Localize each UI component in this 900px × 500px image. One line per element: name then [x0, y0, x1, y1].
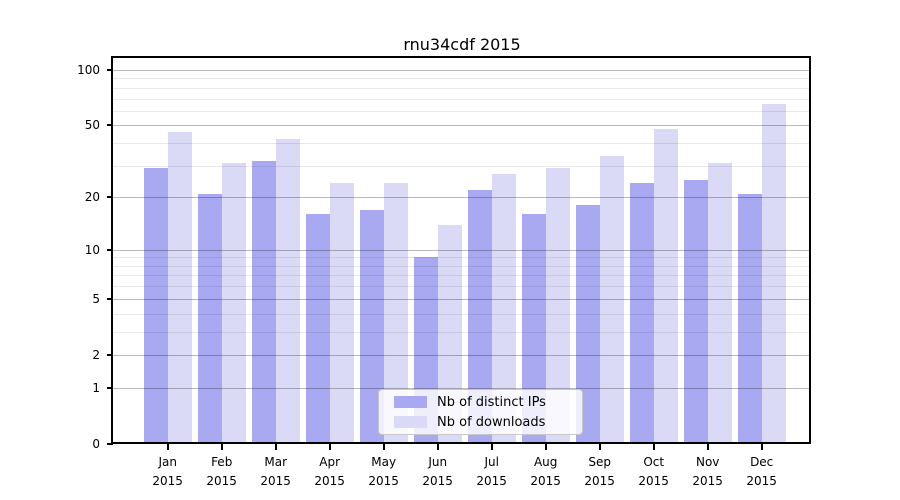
x-tick [760, 444, 763, 450]
y-tick [107, 248, 113, 251]
minor-gridline [113, 165, 811, 167]
y-tick [107, 297, 113, 300]
x-tick [706, 444, 709, 450]
x-tick-label: Nov 2015 [692, 455, 723, 488]
y-tick-label: 1 [92, 380, 100, 395]
minor-gridline [113, 257, 811, 259]
bar-downloads-nov [707, 163, 732, 444]
legend-swatch-distinct-ips [394, 396, 427, 408]
y-tick-label: 100 [77, 62, 100, 77]
y-tick [107, 354, 113, 356]
minor-gridline [113, 110, 811, 112]
bar-distinct-ips-dec [737, 193, 762, 444]
y-tick-label: 10 [84, 242, 100, 257]
x-tick [382, 444, 385, 450]
x-tick [652, 444, 655, 450]
y-tick-label: 2 [92, 348, 100, 362]
bar-downloads-feb [221, 163, 246, 444]
x-axis: Jan 2015 Feb 2015 Mar 2015 Apr 2015 May 2015 Jun 20… [113, 444, 811, 500]
x-tick [490, 444, 493, 450]
x-tick-label: Apr 2015 [314, 455, 345, 488]
major-gridline [113, 387, 811, 389]
legend-label-distinct-ips: Nb of distinct IPs [437, 394, 546, 410]
minor-gridline [113, 265, 811, 267]
y-tick [107, 124, 113, 127]
x-tick-label: Aug 2015 [530, 455, 561, 488]
x-tick-label: Jul 2015 [476, 455, 507, 488]
y-tick [107, 386, 113, 389]
legend-swatch-downloads [394, 416, 427, 428]
minor-gridline [113, 143, 811, 144]
chart-title: rnu34cdf 2015 [403, 35, 521, 54]
major-gridline [113, 355, 811, 356]
x-tick-label: Jan 2015 [152, 455, 183, 488]
legend-item-distinct-ips: Nb of distinct IPs [379, 394, 582, 411]
x-tick-label: Oct 2015 [638, 455, 669, 488]
minor-gridline [113, 78, 811, 80]
legend-label-downloads: Nb of downloads [437, 414, 546, 430]
y-tick [107, 443, 113, 445]
x-tick [220, 444, 223, 450]
y-tick [107, 68, 113, 71]
bar-downloads-oct [653, 128, 678, 444]
major-gridline [113, 125, 811, 127]
plot-area: Nb of distinct IPs Nb of downloads [113, 58, 811, 444]
major-gridline [113, 197, 811, 199]
x-tick-label: Sep 2015 [584, 455, 615, 488]
bar-downloads-sep [599, 155, 624, 444]
x-tick [166, 444, 169, 450]
legend-item-downloads: Nb of downloads [379, 414, 582, 431]
y-tick [107, 196, 113, 199]
x-tick-label: Dec 2015 [746, 455, 777, 488]
x-tick-label: May 2015 [368, 455, 399, 488]
y-tick-label: 20 [84, 190, 100, 205]
y-tick-label: 0 [92, 437, 100, 451]
y-axis: 0 1 2 5 10 20 50 100 [0, 58, 113, 451]
minor-gridline [113, 87, 811, 89]
x-tick [598, 444, 601, 450]
minor-gridline [113, 313, 811, 315]
x-tick-label: Jun 2015 [422, 455, 453, 488]
x-tick [328, 444, 331, 450]
minor-gridline [113, 275, 811, 277]
x-tick [436, 444, 439, 450]
bar-downloads-jan [167, 131, 192, 444]
major-gridline [113, 298, 811, 300]
bar-distinct-ips-mar [251, 160, 276, 444]
x-tick [544, 444, 547, 450]
minor-gridline [113, 286, 811, 288]
bar-distinct-ips-apr [305, 214, 330, 444]
y-tick-label: 50 [84, 118, 100, 133]
bar-distinct-ips-jan [143, 168, 168, 444]
major-gridline [113, 69, 811, 71]
bar-downloads-apr [329, 183, 354, 444]
bar-distinct-ips-feb [197, 193, 222, 444]
y-tick-label: 5 [92, 291, 100, 306]
bar-distinct-ips-nov [683, 179, 708, 444]
x-tick-label: Mar 2015 [260, 455, 291, 488]
major-gridline [113, 249, 811, 251]
x-tick [274, 444, 277, 450]
minor-gridline [113, 98, 811, 100]
legend: Nb of distinct IPs Nb of downloads [378, 389, 583, 435]
bar-downloads-dec [761, 104, 786, 444]
bar-distinct-ips-oct [629, 183, 654, 444]
minor-gridline [113, 331, 811, 333]
x-tick-label: Feb 2015 [206, 455, 237, 488]
bar-downloads-mar [275, 139, 300, 444]
